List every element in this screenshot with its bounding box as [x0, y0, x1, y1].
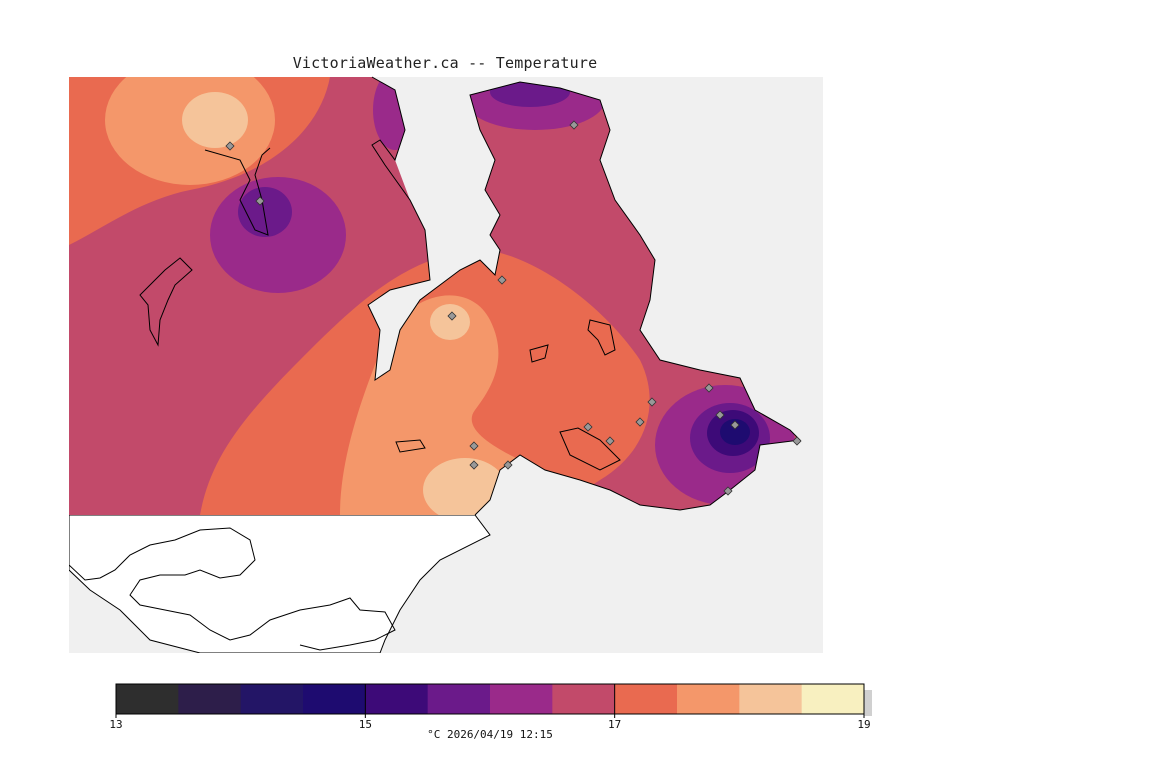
station-marker[interactable] — [647, 397, 657, 407]
station-marker[interactable] — [503, 460, 513, 470]
legend-ticks: 13 15 17 19 — [109, 684, 871, 731]
legend-swatch — [614, 684, 678, 714]
station-marker[interactable] — [469, 460, 479, 470]
station-marker[interactable] — [583, 422, 593, 432]
weather-stations — [225, 120, 802, 496]
station-marker[interactable] — [635, 417, 645, 427]
legend-tick-label: 17 — [608, 718, 621, 731]
legend-tick-label: 13 — [109, 718, 122, 731]
legend-tick-label: 15 — [359, 718, 372, 731]
temperature-field — [69, 77, 800, 515]
legend-shadow — [864, 690, 872, 716]
legend-swatch — [303, 684, 366, 714]
legend-swatch — [365, 684, 429, 714]
legend-swatch — [552, 684, 616, 714]
station-marker[interactable] — [469, 441, 479, 451]
station-marker[interactable] — [447, 311, 457, 321]
legend-swatch — [801, 684, 865, 714]
legend-swatch — [116, 684, 179, 714]
legend-swatch — [490, 684, 553, 714]
station-marker[interactable] — [255, 196, 265, 206]
station-marker[interactable] — [225, 141, 235, 151]
legend-swatch — [677, 684, 740, 714]
station-marker[interactable] — [792, 436, 802, 446]
station-marker[interactable] — [715, 410, 725, 420]
legend-swatch — [739, 684, 803, 714]
station-marker[interactable] — [723, 486, 733, 496]
legend-swatch — [427, 684, 491, 714]
station-marker[interactable] — [605, 436, 615, 446]
station-marker[interactable] — [704, 383, 714, 393]
station-marker[interactable] — [569, 120, 579, 130]
coastline — [139, 76, 802, 516]
legend-tick-label: 19 — [857, 718, 870, 731]
legend-swatch — [178, 684, 242, 714]
legend-swatch — [240, 684, 304, 714]
legend-caption: °C 2026/04/19 12:15 — [427, 728, 553, 741]
legend-swatches — [116, 684, 865, 714]
station-marker[interactable] — [730, 420, 740, 430]
map-title: VictoriaWeather.ca -- Temperature — [292, 54, 598, 72]
station-marker[interactable] — [497, 275, 507, 285]
southern-land — [69, 514, 491, 653]
